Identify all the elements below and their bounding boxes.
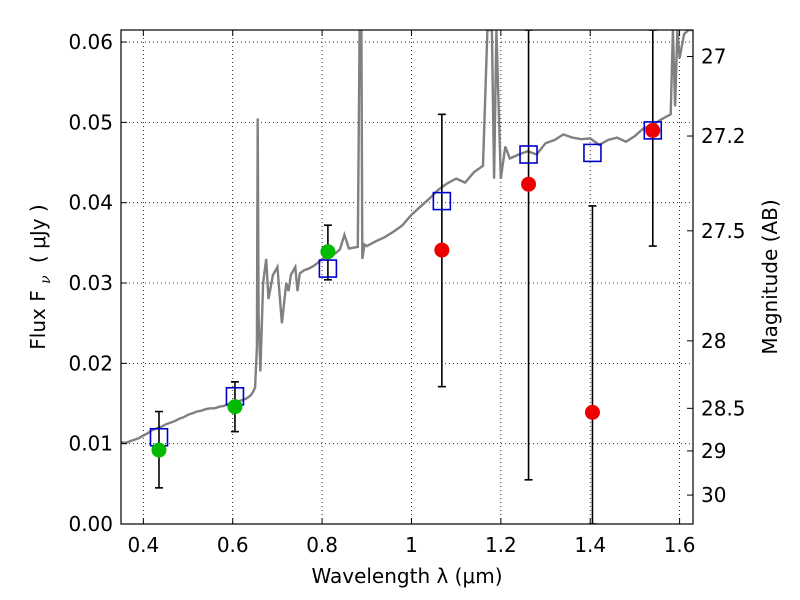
y-tick-label: 0.02 (68, 351, 113, 375)
spectrum-line (121, 30, 693, 445)
red-point (521, 176, 537, 192)
right-axis-label: Magnitude (AB) (758, 199, 782, 354)
right-tick-label: 29 (701, 439, 726, 463)
model-square (519, 145, 538, 164)
model-square (432, 191, 452, 211)
model-square (643, 121, 663, 140)
plot-frame (120, 29, 694, 525)
y-axis-ticks: 0.00 0.01 0.02 0.03 0.04 0.05 0.06 (68, 30, 127, 536)
right-tick-label: 28.5 (701, 396, 746, 420)
right-tick-label: 27.2 (701, 124, 746, 148)
y-axis-label-subscript: ν (38, 275, 54, 284)
red-point (645, 122, 661, 138)
right-axis-ticks: 27 27.2 27.5 28 28.5 29 30 (687, 45, 746, 507)
x-axis-label: Wavelength λ (μm) (311, 564, 502, 588)
y-tick-label: 0.05 (68, 110, 113, 134)
y-axis-label-unit: ( μJy ) (26, 204, 50, 263)
right-tick-label: 28 (701, 329, 726, 353)
model-square (318, 259, 338, 278)
red-point (434, 242, 450, 258)
plot-area (121, 30, 693, 524)
data-points (151, 122, 661, 458)
x-tick-label: 1 (405, 533, 418, 557)
y-tick-label: 0.06 (68, 30, 113, 54)
x-tick-label: 0.4 (127, 533, 159, 557)
y-tick-label: 0.04 (68, 191, 113, 215)
y-tick-label: 0.00 (68, 512, 113, 536)
x-axis-ticks: 0.4 0.6 0.8 1 1.2 1.4 1.6 (127, 30, 696, 557)
red-point (584, 404, 600, 420)
right-tick-label: 27 (701, 45, 726, 69)
model-square (583, 143, 602, 163)
right-tick-label: 30 (701, 483, 726, 507)
right-tick-label: 27.5 (701, 219, 746, 243)
svg-text:Flux F ν ( μJy ): Flux F ν ( μJy ) (26, 204, 55, 349)
y-axis-label: Flux F ν ( μJy ) (26, 204, 55, 349)
green-point (227, 399, 243, 415)
green-point (320, 244, 336, 260)
y-tick-label: 0.03 (68, 271, 113, 295)
errorbars (154, 30, 657, 524)
y-axis-label-text: Flux F (26, 290, 50, 349)
grid-lines (121, 30, 693, 525)
y-tick-label: 0.01 (68, 432, 113, 456)
x-tick-label: 0.6 (217, 533, 249, 557)
x-tick-label: 1.6 (664, 533, 696, 557)
green-point (151, 442, 167, 458)
model-squares (149, 121, 663, 447)
x-tick-label: 0.8 (306, 533, 338, 557)
x-tick-label: 1.2 (485, 533, 517, 557)
x-tick-label: 1.4 (574, 533, 606, 557)
